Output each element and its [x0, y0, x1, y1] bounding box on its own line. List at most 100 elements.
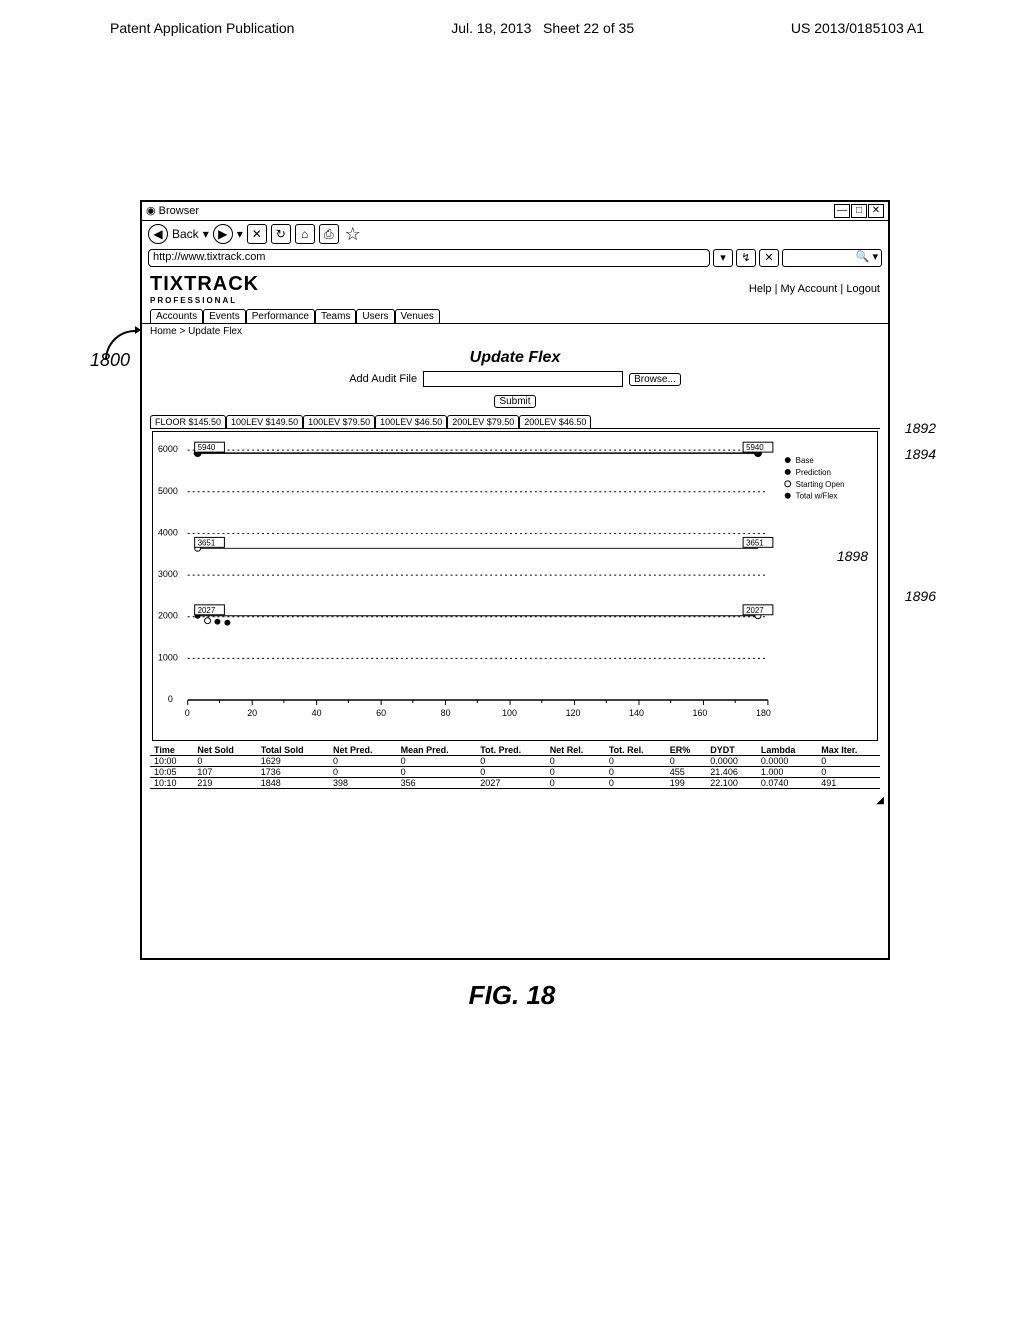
logo-row: TIXTRACK PROFESSIONAL Help | My Account …	[142, 269, 888, 309]
svg-text:20: 20	[247, 708, 257, 718]
nav-tabs: Accounts Events Performance Teams Users …	[150, 309, 888, 323]
app-logo: TIXTRACK	[150, 273, 259, 296]
logo-block: TIXTRACK PROFESSIONAL	[150, 273, 259, 305]
y-label: 1000	[158, 652, 178, 662]
dropdown-icon-2[interactable]: ▾	[237, 227, 243, 241]
page-header: Patent Application Publication Jul. 18, …	[0, 0, 1024, 46]
header-right: US 2013/0185103 A1	[791, 20, 924, 36]
nav-icon[interactable]: ◀	[148, 224, 168, 244]
favorite-icon[interactable]: ☆	[343, 224, 363, 244]
col-netpred: Net Pred.	[329, 745, 397, 756]
seat-level-tabs: FLOOR $145.50 100LEV $149.50 100LEV $79.…	[150, 415, 880, 429]
svg-text:5940: 5940	[746, 443, 764, 452]
svg-text:5940: 5940	[198, 443, 216, 452]
close-button[interactable]: ✕	[868, 204, 884, 218]
col-dydt: DYDT	[706, 745, 757, 756]
address-bar-row: http://www.tixtrack.com ▾ ↯ ✕ 🔍 ▾	[142, 247, 888, 269]
breadcrumb: Home > Update Flex	[142, 323, 888, 339]
home-icon[interactable]: ⌂	[295, 224, 315, 244]
browser-window: ◉ Browser — □ ✕ ◀ Back ▾ ▶ ▾ ✕ ↻ ⌂ ⎙ ☆ h…	[140, 200, 890, 960]
nav-tab-performance[interactable]: Performance	[246, 309, 315, 323]
window-controls: — □ ✕	[834, 204, 884, 218]
account-link[interactable]: My Account	[781, 283, 838, 295]
stop-button-2[interactable]: ✕	[759, 249, 779, 267]
seat-tab-4[interactable]: 200LEV $79.50	[447, 415, 519, 428]
figure-caption: FIG. 18	[0, 980, 1024, 1011]
svg-text:Prediction: Prediction	[796, 468, 831, 477]
browse-button[interactable]: Browse...	[629, 373, 681, 386]
dropdown-icon[interactable]: ▾	[203, 227, 209, 241]
file-upload-row: Add Audit File Browse...	[150, 371, 880, 387]
table-row: 10:05107 17360 00 00 45521.406 1.0000	[150, 767, 880, 778]
resize-grip-icon[interactable]: ◢	[142, 795, 888, 806]
svg-text:60: 60	[376, 708, 386, 718]
seat-tab-2[interactable]: 100LEV $79.50	[303, 415, 375, 428]
col-lambda: Lambda	[757, 745, 817, 756]
callout-1898: 1898	[837, 548, 868, 564]
file-input[interactable]	[423, 371, 623, 387]
minimize-button[interactable]: —	[834, 204, 850, 218]
url-input[interactable]: http://www.tixtrack.com	[148, 249, 710, 267]
y-label: 2000	[158, 611, 178, 621]
y-label: 3000	[158, 569, 178, 579]
refresh-icon[interactable]: ↻	[271, 224, 291, 244]
col-meanpred: Mean Pred.	[397, 745, 477, 756]
chart-legend: Base Prediction Starting Open Total w/Fl…	[785, 456, 845, 501]
account-links: Help | My Account | Logout	[749, 283, 880, 295]
help-link[interactable]: Help	[749, 283, 772, 295]
callout-1894: 1894	[905, 446, 936, 462]
app-logo-sub: PROFESSIONAL	[150, 296, 259, 305]
arrow-1800	[105, 330, 135, 360]
svg-text:120: 120	[566, 708, 581, 718]
y-label: 0	[168, 694, 173, 704]
nav-tab-venues[interactable]: Venues	[395, 309, 440, 323]
seat-tab-1[interactable]: 100LEV $149.50	[226, 415, 303, 428]
seat-tab-3[interactable]: 100LEV $46.50	[375, 415, 447, 428]
window-title: ◉ Browser	[146, 204, 199, 218]
print-icon[interactable]: ⎙	[319, 224, 339, 244]
callout-1896: 1896	[905, 588, 936, 604]
svg-text:3651: 3651	[198, 538, 216, 547]
maximize-button[interactable]: □	[851, 204, 867, 218]
callout-1892: 1892	[905, 420, 936, 436]
titlebar: ◉ Browser — □ ✕	[142, 202, 888, 221]
back-label[interactable]: Back	[172, 227, 199, 241]
col-totrel: Tot. Rel.	[605, 745, 666, 756]
svg-text:180: 180	[756, 708, 771, 718]
svg-text:Starting Open: Starting Open	[796, 480, 845, 489]
col-time: Time	[150, 745, 193, 756]
col-totsold: Total Sold	[257, 745, 329, 756]
stop-icon[interactable]: ✕	[247, 224, 267, 244]
browser-toolbar: ◀ Back ▾ ▶ ▾ ✕ ↻ ⌂ ⎙ ☆	[142, 221, 888, 247]
nav-tab-users[interactable]: Users	[356, 309, 394, 323]
go-dropdown-icon[interactable]: ▾	[713, 249, 733, 267]
svg-text:3651: 3651	[746, 538, 764, 547]
header-center: Jul. 18, 2013 Sheet 22 of 35	[451, 20, 634, 36]
nav-tab-teams[interactable]: Teams	[315, 309, 356, 323]
table-row: 10:10219 1848398 3562027 00 19922.100 0.…	[150, 778, 880, 789]
seat-tab-0[interactable]: FLOOR $145.50	[150, 415, 226, 428]
y-label: 6000	[158, 444, 178, 454]
header-left: Patent Application Publication	[110, 20, 294, 36]
chart: 6000 5000 4000 3000 2000 1000 0	[152, 431, 878, 741]
seat-tab-5[interactable]: 200LEV $46.50	[519, 415, 591, 428]
results-table: Time Net Sold Total Sold Net Pred. Mean …	[150, 745, 880, 789]
submit-button[interactable]: Submit	[494, 395, 535, 408]
svg-text:2027: 2027	[746, 606, 764, 615]
col-maxiter: Max Iter.	[817, 745, 880, 756]
nav-tab-accounts[interactable]: Accounts	[150, 309, 203, 323]
svg-text:80: 80	[441, 708, 451, 718]
col-totpred: Tot. Pred.	[476, 745, 545, 756]
forward-icon[interactable]: ▶	[213, 224, 233, 244]
logout-link[interactable]: Logout	[846, 283, 880, 295]
col-erpct: ER%	[666, 745, 707, 756]
svg-text:160: 160	[693, 708, 708, 718]
nav-tab-events[interactable]: Events	[203, 309, 246, 323]
go-button[interactable]: ↯	[736, 249, 756, 267]
search-input[interactable]: 🔍 ▾	[782, 249, 882, 267]
main-content: Update Flex Add Audit File Browse... Sub…	[142, 339, 888, 795]
globe-icon: ◉	[146, 205, 156, 217]
chart-svg: 6000 5000 4000 3000 2000 1000 0	[153, 432, 877, 740]
svg-text:0: 0	[185, 708, 190, 718]
svg-text:2027: 2027	[198, 606, 216, 615]
